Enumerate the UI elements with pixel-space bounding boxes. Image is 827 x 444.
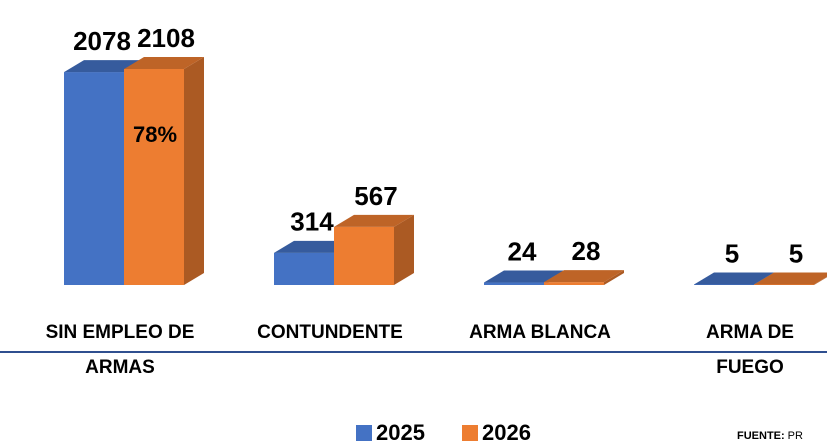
source: FUENTE: PR (737, 430, 803, 442)
legend-swatch (462, 425, 478, 441)
bars (64, 57, 827, 285)
bar-side (394, 214, 414, 285)
bar-top (544, 270, 624, 283)
bar-side (184, 57, 204, 285)
x-tick-label-line: CONTUNDENTE (257, 322, 403, 343)
value-label: 5 (725, 238, 739, 268)
x-tick-label: ARMA DE FUEGO (706, 322, 794, 378)
x-tick-label: CONTUNDENTE (257, 322, 403, 343)
bar-side (814, 276, 827, 285)
bar-top (754, 272, 827, 285)
x-tick-label-line: SIN EMPLEO DE (46, 322, 195, 343)
x-tick-label: SIN EMPLEO DE ARMAS (46, 322, 195, 378)
source-label: FUENTE: (737, 430, 785, 442)
value-label: 5 (789, 238, 803, 268)
bar-front (694, 284, 754, 285)
bar-front (754, 284, 814, 285)
bar (754, 272, 827, 285)
legend-label: 2026 (482, 420, 531, 444)
value-label: 24 (508, 236, 537, 266)
bar-top (124, 57, 204, 69)
value-label: 2108 (137, 23, 195, 53)
x-tick-label-line: ARMAS (85, 357, 155, 378)
x-tick-label-line: FUEGO (716, 357, 784, 378)
value-label: 314 (290, 207, 334, 237)
bar-top (484, 270, 564, 283)
bar-front (274, 252, 334, 285)
value-label: 2078 (73, 26, 131, 56)
x-tick-label-line: ARMA DE (706, 322, 794, 343)
bar-front (484, 282, 544, 285)
bar-side (604, 270, 624, 285)
bar (124, 57, 204, 285)
bar-top (694, 272, 774, 285)
x-tick-label-line: ARMA BLANCA (469, 322, 611, 343)
source-text: PR (788, 430, 803, 442)
bar-front (124, 69, 184, 285)
legend-label: 2025 (376, 420, 425, 444)
bar (544, 270, 624, 285)
value-label: 567 (354, 181, 397, 211)
bar-front (544, 282, 604, 285)
bar (334, 214, 414, 285)
bar-front (334, 226, 394, 285)
annotation: 78% (133, 122, 177, 147)
bar-top (334, 214, 414, 227)
bar-front (64, 72, 124, 285)
x-tick-label: ARMA BLANCA (469, 322, 611, 343)
legend-swatch (356, 425, 372, 441)
value-label: 28 (572, 236, 601, 266)
